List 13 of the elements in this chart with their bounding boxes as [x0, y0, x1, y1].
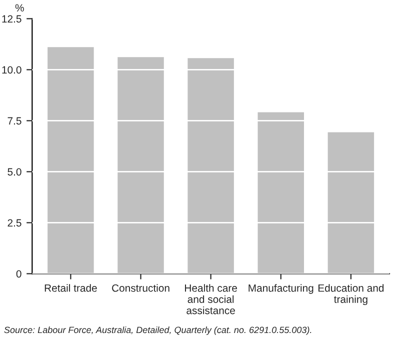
y-tick-label: 2.5 [8, 219, 22, 227]
x-tick-label: Manufacturing [248, 284, 314, 294]
y-axis-title: % [15, 4, 24, 12]
x-tick-label: Health care and social assistance [185, 284, 237, 314]
y-tick-label: 0 [16, 270, 22, 278]
x-tick-label: Retail trade [44, 284, 97, 292]
y-tick-label: 5.0 [8, 168, 22, 176]
y-tick-label: 7.5 [8, 117, 22, 125]
y-tick-label: 12.5 [2, 15, 22, 23]
source-note: Source: Labour Force, Australia, Detailed, Quarterly (cat. no. 6291.0.55.003). [4, 326, 312, 335]
x-tick-label: Construction [112, 284, 170, 292]
x-tick-label: Education and training [318, 284, 384, 306]
y-tick-label: 10.0 [2, 66, 22, 74]
